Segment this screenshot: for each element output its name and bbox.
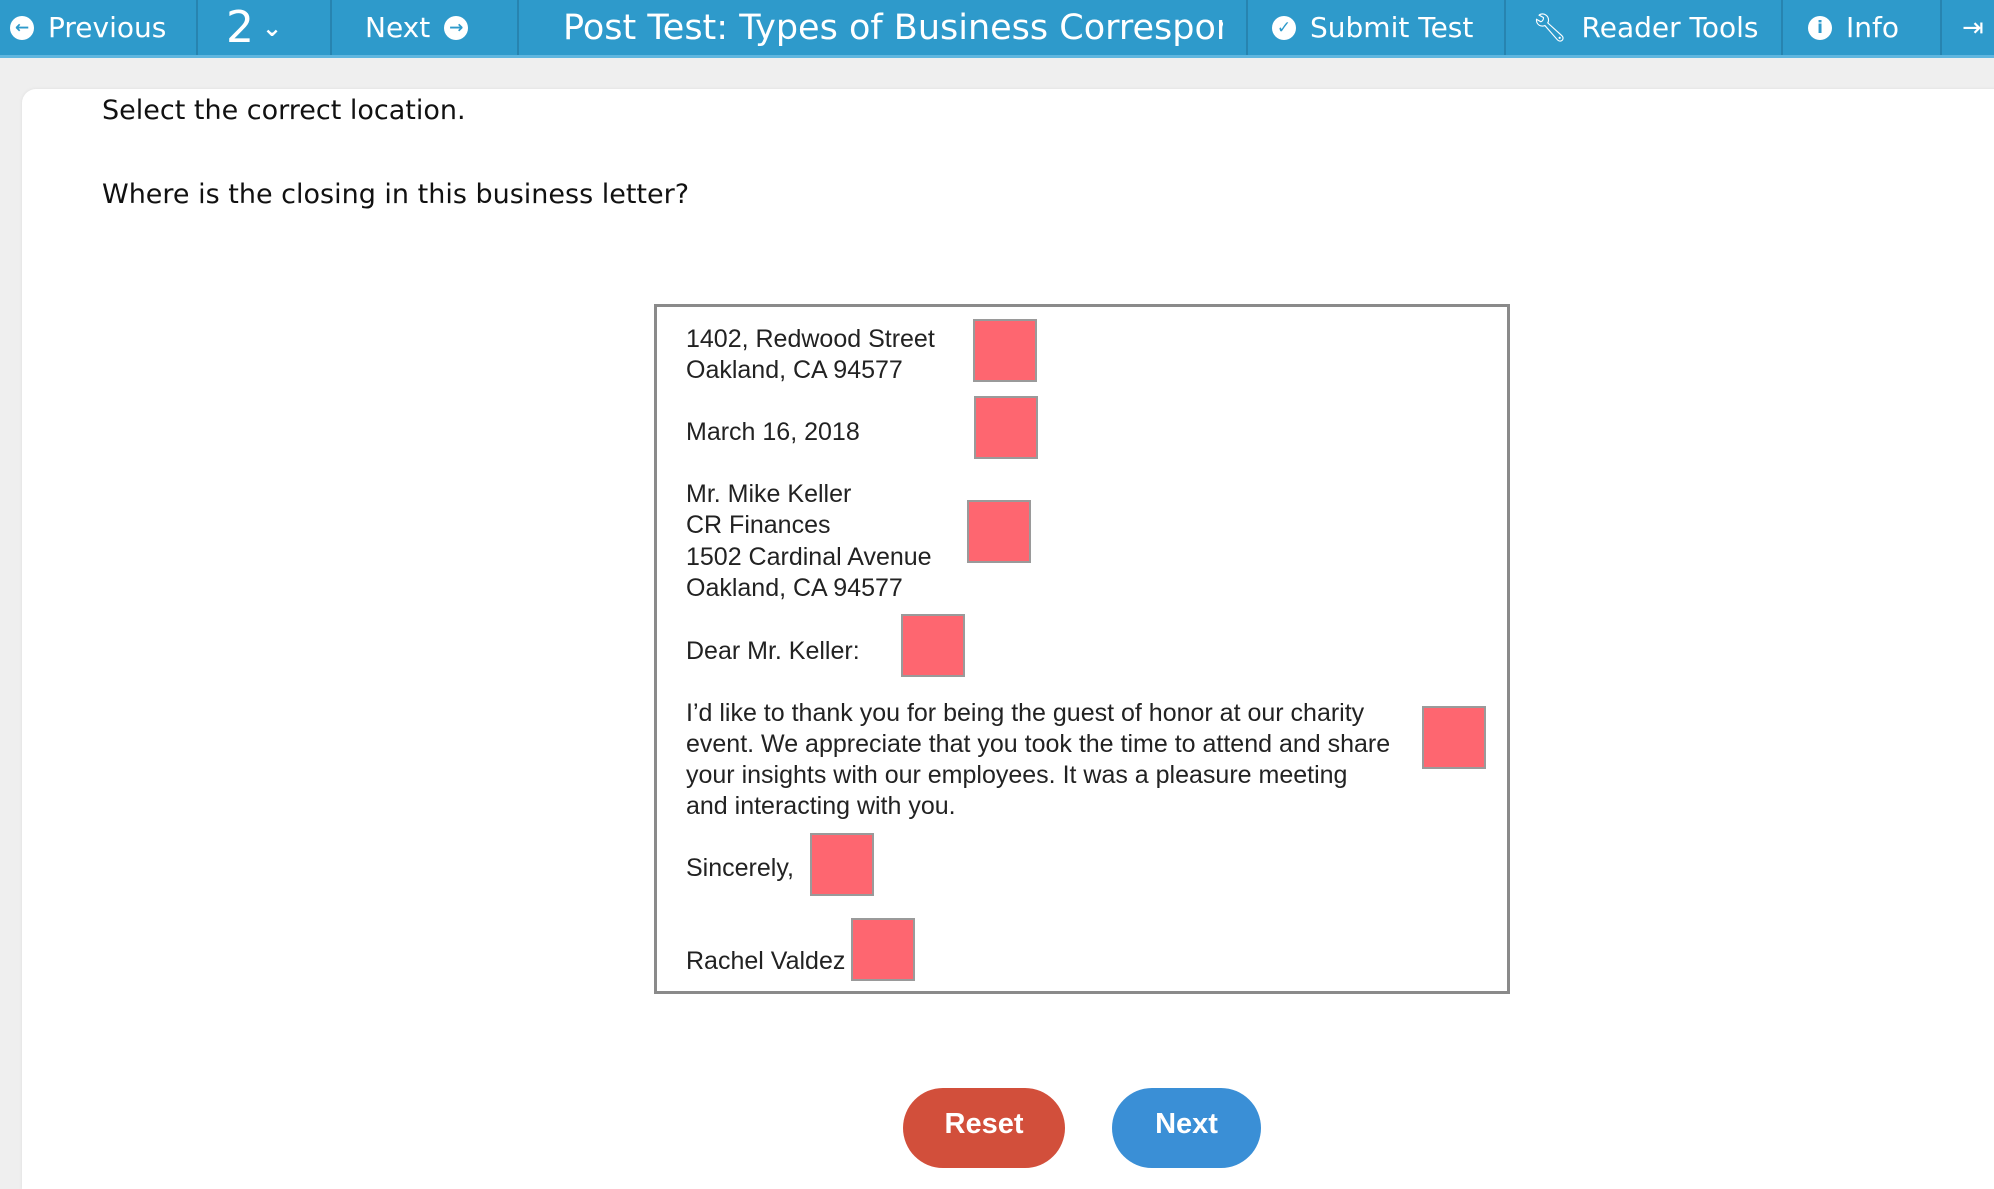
signature: Rachel Valdez [686,947,846,975]
hotspot-date[interactable] [974,396,1038,459]
hotspot-closing[interactable] [810,833,874,896]
chevron-down-icon: ⌄ [262,13,283,42]
reset-button[interactable]: Reset [903,1088,1065,1168]
divider [1504,0,1506,55]
body-line: your insights with our employees. It was… [686,761,1348,789]
divider [1781,0,1783,55]
submit-test-button[interactable]: ✓ Submit Test [1272,0,1473,55]
next-header-button[interactable]: Next → [365,0,469,55]
divider [330,0,332,55]
recipient-line: 1502 Cardinal Avenue [686,543,932,571]
test-title: Post Test: Types of Business Correspon [563,7,1223,48]
salutation: Dear Mr. Keller: [686,637,860,665]
body-line: and interacting with you. [686,792,956,820]
next-button[interactable]: Next [1112,1088,1261,1168]
body-line: event. We appreciate that you took the t… [686,730,1391,758]
arrow-left-circle-icon: ← [10,15,34,40]
hotspot-signature[interactable] [851,918,915,981]
check-circle-icon: ✓ [1272,15,1296,40]
body-line: I’d like to thank you for being the gues… [686,699,1365,727]
date-line: March 16, 2018 [686,418,860,446]
recipient-line: Oakland, CA 94577 [686,574,903,602]
previous-button[interactable]: ← Previous [10,0,190,55]
question-text: Where is the closing in this business le… [102,179,690,210]
instruction-text: Select the correct location. [102,95,466,126]
info-button[interactable]: i Info [1808,0,1899,55]
hotspot-recipient[interactable] [967,500,1031,563]
hotspot-salutation[interactable] [901,614,965,677]
info-icon: i [1808,15,1832,40]
hotspot-body[interactable] [1422,706,1486,769]
sender-line: 1402, Redwood Street [686,325,935,353]
hotspot-sender[interactable] [973,319,1037,382]
top-toolbar: ← Previous 2 ⌄ Next → Post Test: Types of B… [0,0,1994,58]
divider [1940,0,1942,55]
recipient-line: CR Finances [686,511,831,539]
divider [1246,0,1248,55]
business-letter: 1402, Redwood Street Oakland, CA 94577 M… [654,304,1510,994]
sender-line: Oakland, CA 94577 [686,356,903,384]
sign-out-icon: ⇥ [1962,12,1984,43]
question-number-dropdown[interactable]: 2 ⌄ [226,2,283,53]
arrow-right-circle-icon: → [444,15,469,40]
closing: Sincerely, [686,854,794,882]
recipient-line: Mr. Mike Keller [686,480,852,508]
wrench-icon: 🔧︎ [1532,11,1568,44]
divider [196,0,198,55]
exit-button[interactable]: ⇥ [1962,0,1984,55]
divider [517,0,519,55]
reader-tools-button[interactable]: 🔧︎ Reader Tools [1532,11,1759,44]
